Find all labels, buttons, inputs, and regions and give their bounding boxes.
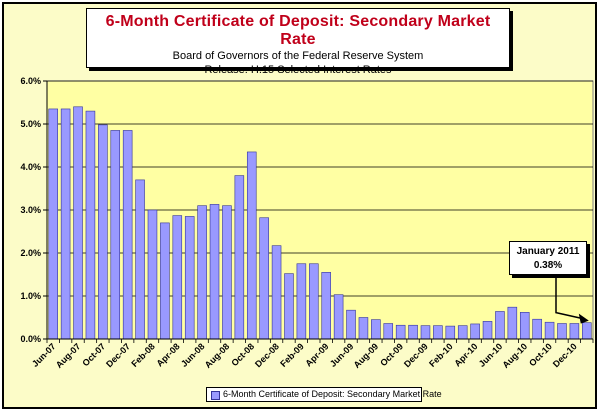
legend-swatch (211, 391, 220, 400)
bar-Oct-07 (98, 124, 108, 340)
bar-Sep-08 (234, 175, 245, 340)
y-axis: 0.0% 1.0% 2.0% 3.0% 4.0% 5.0% 6.0% (20, 76, 48, 344)
title-box: 6-Month Certificate of Deposit: Secondar… (86, 8, 510, 76)
x-tick-label: Jun-09 (328, 341, 356, 369)
bar-Sep-09 (383, 323, 394, 340)
bar-Nov-10 (557, 323, 567, 340)
x-axis: Jun-07Aug-07Oct-07Dec-07Feb-08Apr-08Jun-… (30, 338, 594, 370)
bar-Jul-08 (209, 204, 220, 340)
bar-Dec-09 (420, 325, 431, 340)
x-tick-label: Oct-10 (527, 341, 554, 368)
bar-Jun-07 (48, 108, 58, 340)
bar-Sep-07 (85, 110, 96, 340)
x-tick-label: Dec-08 (253, 341, 281, 369)
x-tick-label: Jun-07 (30, 341, 58, 369)
x-tick-label: Apr-09 (303, 341, 330, 368)
bar-Dec-07 (122, 130, 133, 340)
y-tick-label: 4.0% (20, 162, 41, 172)
x-tick-label: Jun-10 (477, 341, 505, 369)
bar-May-08 (184, 216, 195, 340)
bar-Jun-08 (197, 205, 207, 340)
arrow-line (555, 278, 583, 320)
bar-Mar-08 (160, 222, 170, 340)
y-tick-label: 2.0% (20, 248, 41, 258)
x-tick-label: Feb-08 (129, 341, 157, 369)
bar-Dec-10 (569, 323, 580, 340)
bar-Jul-09 (358, 317, 369, 340)
bar-Mar-10 (457, 325, 468, 340)
x-tick-label: Aug-08 (203, 341, 232, 370)
x-tick-label: Apr-08 (154, 341, 181, 368)
x-tick-label: Feb-10 (427, 341, 455, 369)
bar-Jun-09 (346, 309, 356, 340)
bar-Apr-08 (172, 215, 183, 340)
bar-Feb-09 (296, 263, 307, 340)
bar-Oct-09 (395, 324, 406, 340)
bar-Sep-10 (532, 318, 542, 340)
bar-May-10 (482, 321, 493, 340)
chart-subtitle-source: Board of Governors of the Federal Reserv… (172, 50, 424, 62)
bar-Oct-08 (246, 151, 257, 340)
bar-Aug-08 (222, 205, 232, 340)
bar-Dec-08 (271, 245, 282, 340)
arrow-head (578, 313, 589, 324)
bar-Jan-11 (582, 322, 592, 340)
x-tick-label: Apr-10 (452, 341, 479, 368)
bar-Aug-07 (73, 106, 83, 340)
x-tick-label: Feb-09 (278, 341, 306, 369)
x-tick-label: Jun-08 (179, 341, 207, 369)
bar-Aug-09 (371, 319, 381, 340)
y-tick-label: 6.0% (20, 76, 41, 86)
chart-title: 6-Month Certificate of Deposit: Secondar… (105, 13, 491, 48)
y-tick-label: 5.0% (20, 119, 41, 129)
bar-Apr-09 (321, 272, 331, 340)
bar-Jan-09 (284, 273, 294, 340)
bar-Apr-10 (470, 323, 480, 340)
annotation-date: January 2011 (516, 246, 580, 257)
x-tick-label: Oct-08 (229, 341, 256, 368)
x-tick-label: Dec-10 (551, 341, 579, 369)
bar-Feb-10 (445, 325, 456, 340)
bar-Nov-07 (110, 130, 121, 340)
legend: 6-Month Certificate of Deposit: Secondar… (206, 387, 442, 402)
y-tick-label: 0.0% (20, 334, 41, 344)
bar-Nov-08 (259, 217, 269, 340)
annotation-callout: January 2011 0.38% (509, 241, 587, 275)
bar-May-09 (333, 294, 344, 340)
x-tick-label: Oct-09 (378, 341, 405, 368)
annotation-value: 0.38% (533, 260, 563, 271)
bar-Jul-10 (507, 306, 518, 340)
x-tick-label: Oct-07 (80, 341, 107, 368)
bar-Jan-08 (135, 179, 145, 340)
bar-Aug-10 (519, 312, 530, 340)
chart-subtitle-release: Release: H.15 Selected Interest Rates (204, 64, 392, 76)
bar-Feb-08 (147, 209, 158, 340)
x-tick-label: Dec-07 (104, 341, 132, 369)
y-tick-label: 1.0% (20, 291, 41, 301)
legend-label: 6-Month Certificate of Deposit: Secondar… (223, 389, 442, 399)
y-tick-label: 3.0% (20, 205, 41, 215)
annotation-arrow (555, 278, 589, 324)
bar-Oct-10 (544, 321, 555, 340)
x-tick-label: Aug-09 (352, 341, 381, 370)
bar-Nov-09 (408, 324, 418, 340)
bar-Jan-10 (433, 325, 443, 340)
x-tick-label: Aug-07 (54, 341, 83, 370)
bar-Jul-07 (60, 108, 71, 340)
x-tick-label: Aug-10 (501, 341, 530, 370)
bar-Mar-09 (309, 263, 319, 340)
x-tick-label: Dec-09 (402, 341, 430, 369)
bar-Jun-10 (495, 311, 505, 340)
